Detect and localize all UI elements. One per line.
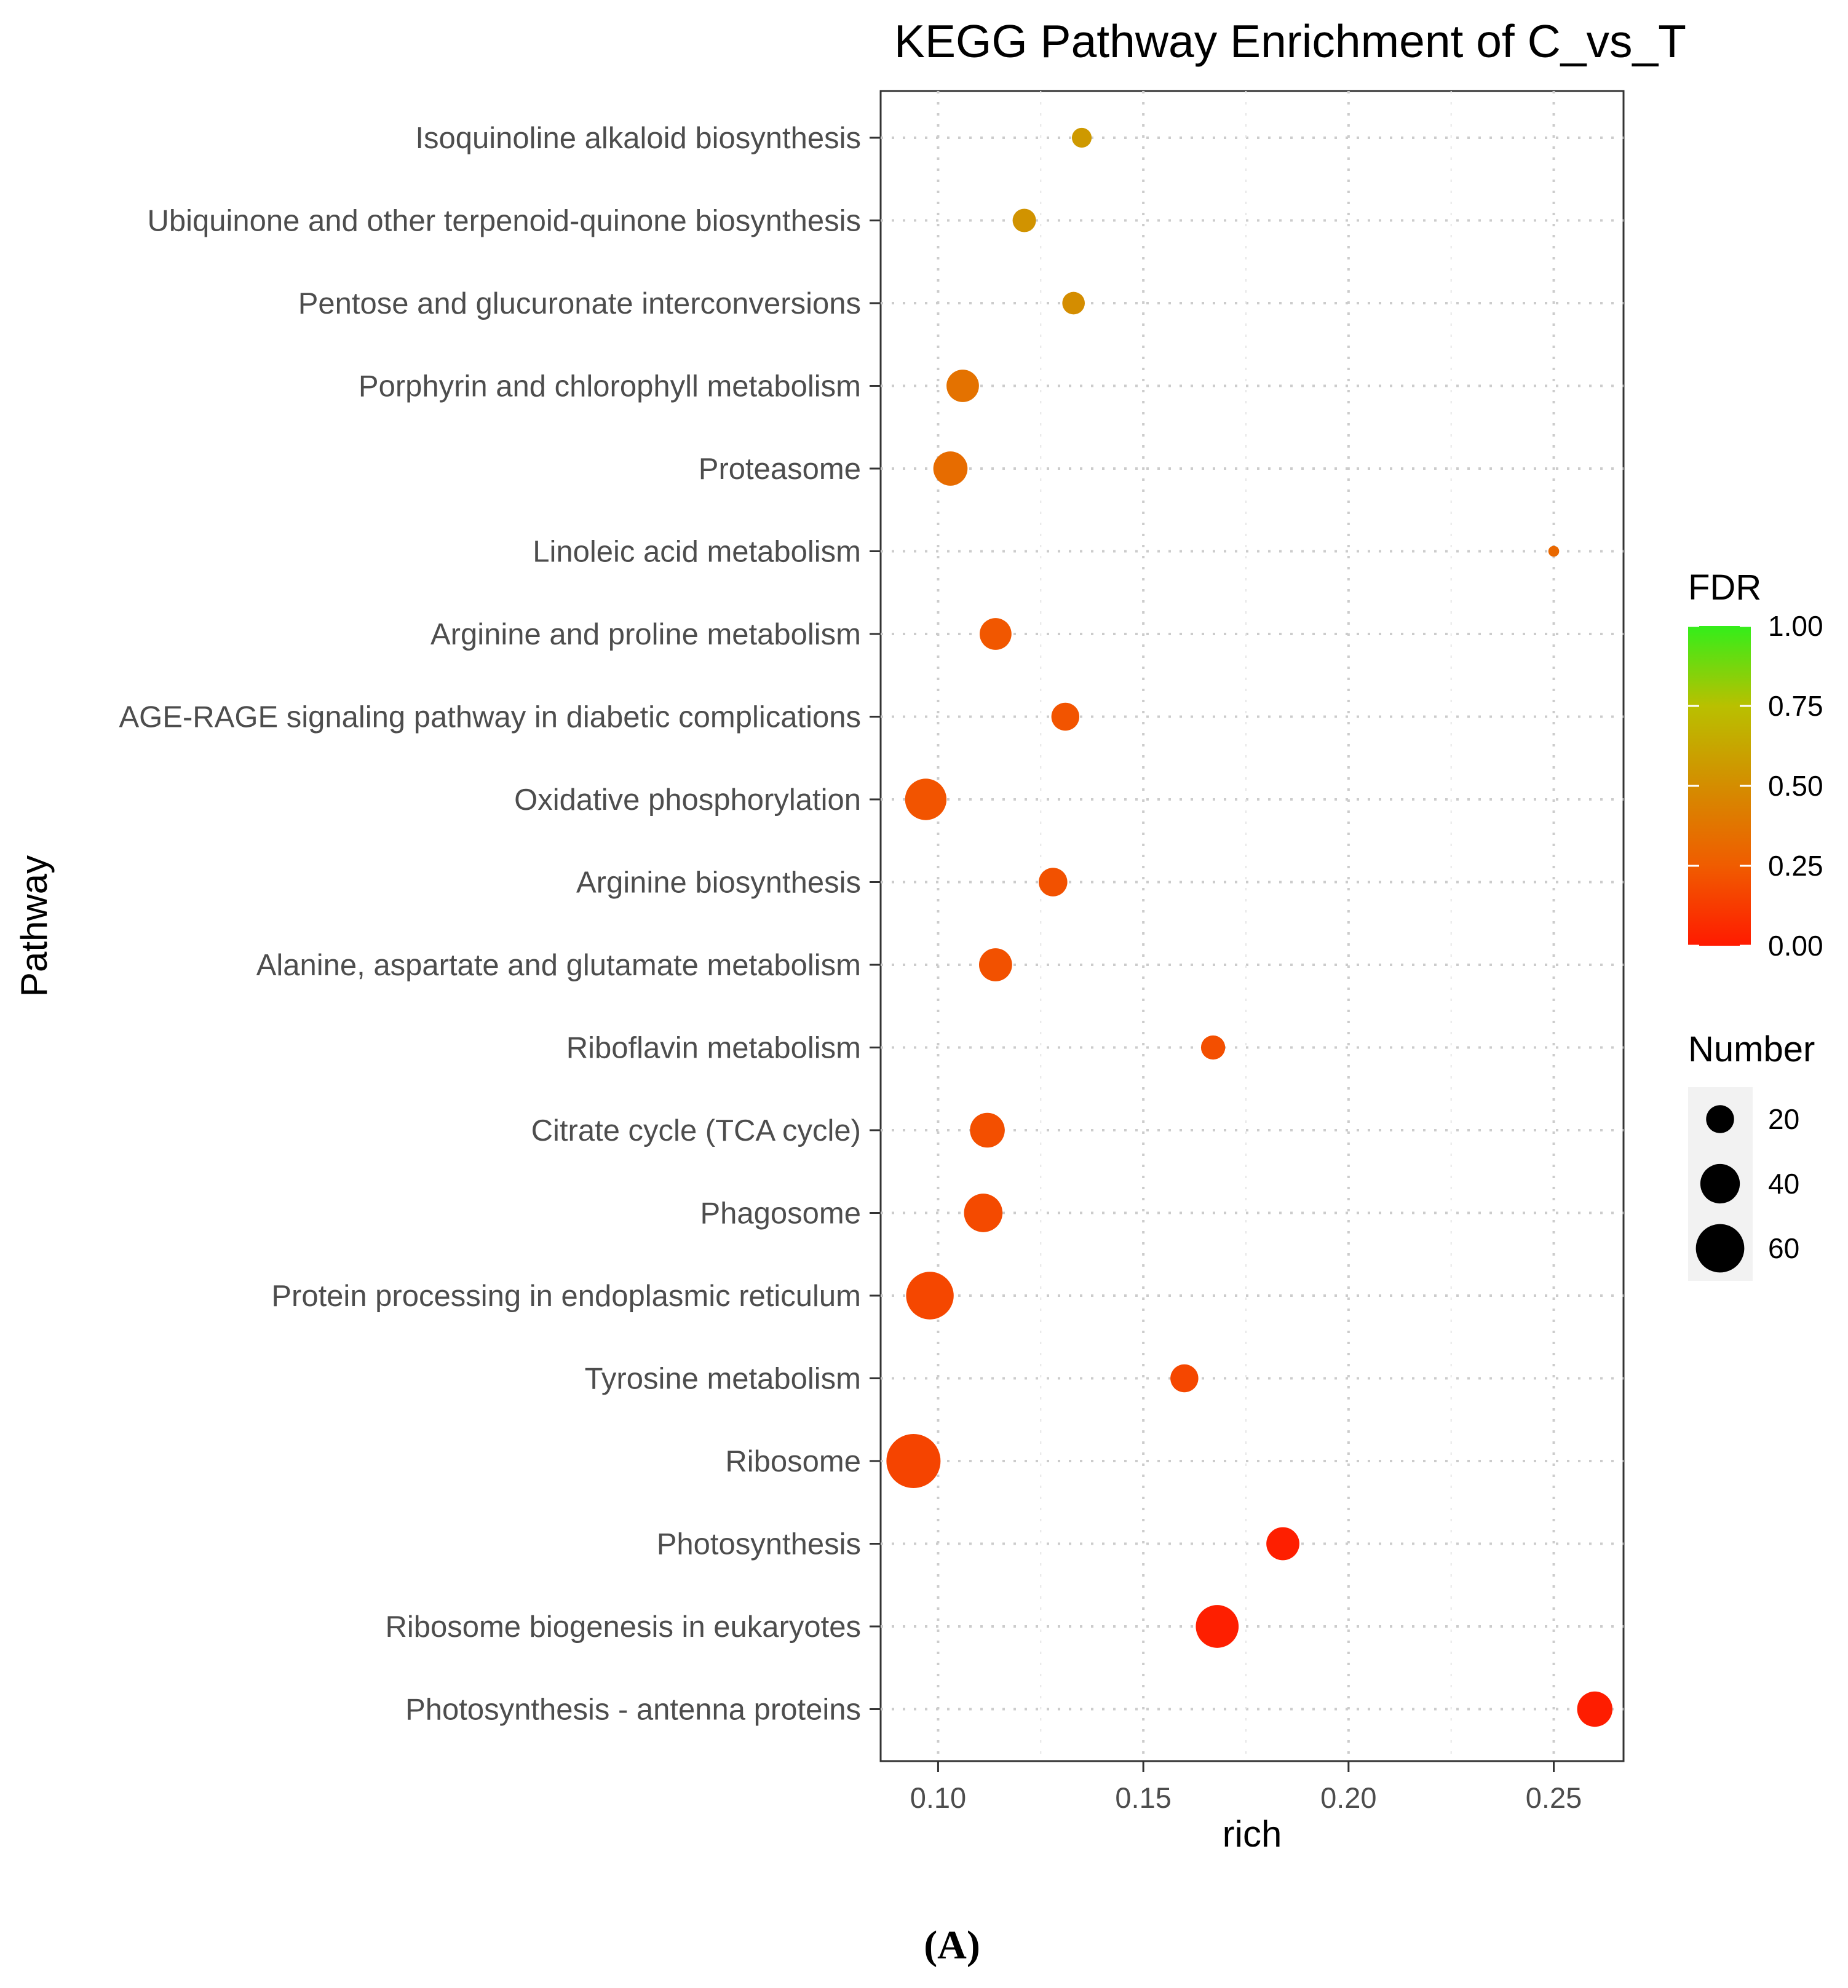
number-key-label: 60 (1768, 1232, 1799, 1264)
data-point (1039, 868, 1068, 897)
data-point (1196, 1605, 1239, 1648)
pathway-label: AGE-RAGE signaling pathway in diabetic c… (119, 701, 861, 734)
legend-number-title: Number (1688, 1029, 1815, 1069)
pathway-label: Ribosome (725, 1445, 861, 1478)
pathway-label: Riboflavin metabolism (566, 1032, 861, 1065)
figure-caption: (A) (924, 1923, 980, 1968)
pathway-label: Citrate cycle (TCA cycle) (531, 1114, 861, 1147)
data-point (979, 618, 1012, 650)
data-point (1266, 1527, 1299, 1561)
legend-fdr-title: FDR (1688, 568, 1761, 608)
data-point (1051, 702, 1080, 731)
pathway-label: Isoquinoline alkaloid biosynthesis (415, 122, 861, 155)
data-point (1548, 545, 1560, 557)
data-point (970, 1112, 1005, 1148)
number-key-circle (1700, 1163, 1740, 1204)
pathway-label: Arginine and proline metabolism (430, 618, 861, 651)
data-point (964, 1194, 1003, 1232)
data-point (1170, 1364, 1199, 1393)
data-point (906, 1272, 954, 1320)
fdr-tick-label: 0.50 (1768, 770, 1823, 802)
fdr-tick-label: 0.75 (1768, 690, 1823, 722)
legend-number: Number 20 40 60 (1688, 1029, 1815, 1281)
points-layer (886, 127, 1613, 1727)
y-axis-title: Pathway (14, 855, 55, 997)
data-point (1071, 127, 1092, 148)
x-tick-label: 0.10 (910, 1781, 966, 1814)
pathway-label: Ribosome biogenesis in eukaryotes (385, 1610, 861, 1644)
number-keys: 20 40 60 (1695, 1103, 1799, 1273)
fdr-tick-label: 1.00 (1768, 610, 1823, 642)
data-point (933, 451, 968, 486)
chart-title: KEGG Pathway Enrichment of C_vs_T (894, 15, 1686, 67)
number-key-circle (1706, 1105, 1734, 1133)
data-point (978, 948, 1012, 981)
data-point (1062, 291, 1085, 315)
data-point (886, 1434, 941, 1488)
x-tick-label: 0.20 (1320, 1781, 1376, 1814)
data-point (946, 370, 979, 402)
pathway-label: Linoleic acid metabolism (533, 536, 861, 569)
x-axis: 0.10 0.15 0.20 0.25 (910, 1761, 1582, 1814)
number-key-label: 40 (1768, 1168, 1799, 1200)
number-key-label: 20 (1768, 1103, 1799, 1135)
x-tick-label: 0.15 (1115, 1781, 1171, 1814)
legend-fdr: FDR 1.00 0.75 0.50 0.25 0.00 (1688, 568, 1823, 962)
data-point (905, 778, 947, 820)
data-point (1577, 1691, 1613, 1727)
fdr-ticks: 1.00 0.75 0.50 0.25 0.00 (1688, 610, 1823, 962)
pathway-label: Protein processing in endoplasmic reticu… (271, 1280, 861, 1313)
pathway-label: Tyrosine metabolism (585, 1363, 861, 1396)
y-axis: Isoquinoline alkaloid biosynthesis Ubiqui… (119, 122, 881, 1727)
plot-panel (879, 90, 1625, 1762)
data-point (1200, 1035, 1226, 1060)
data-point (1012, 208, 1036, 232)
fdr-tick-label: 0.25 (1768, 850, 1823, 882)
fdr-tick-label: 0.00 (1768, 930, 1823, 962)
number-key-circle (1695, 1224, 1745, 1273)
x-axis-title: rich (1223, 1813, 1282, 1855)
x-tick-label: 0.25 (1526, 1781, 1582, 1814)
pathway-label: Oxidative phosphorylation (514, 783, 861, 817)
pathway-label: Photosynthesis (657, 1528, 861, 1561)
pathway-label: Phagosome (700, 1197, 861, 1230)
pathway-label: Arginine biosynthesis (576, 866, 861, 900)
pathway-label: Alanine, aspartate and glutamate metabol… (256, 949, 861, 982)
pathway-label: Pentose and glucuronate interconversions (298, 287, 861, 320)
pathway-label: Proteasome (699, 453, 861, 486)
pathway-label: Porphyrin and chlorophyll metabolism (359, 370, 861, 403)
pathway-label: Ubiquinone and other terpenoid-quinone b… (148, 205, 862, 238)
pathway-label: Photosynthesis - antenna proteins (405, 1693, 861, 1727)
